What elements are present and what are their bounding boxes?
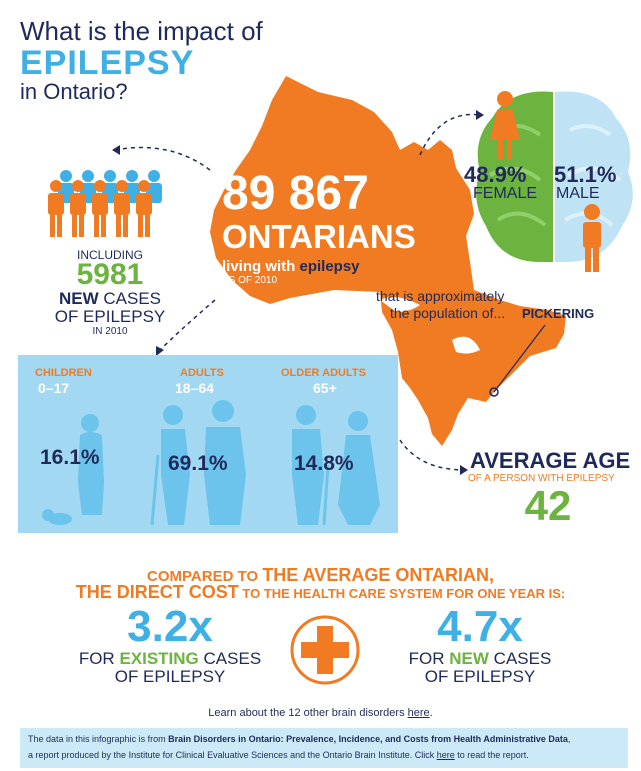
male-figure: [583, 204, 601, 272]
arrow-to-brain: [419, 113, 481, 156]
female-label: FEMALE: [473, 185, 538, 202]
cost-line2: THE DIRECT COST TO THE HEALTH CARE SYSTE…: [75, 582, 566, 602]
age-older-range: 65+: [313, 380, 337, 396]
pickering-marker: [489, 387, 499, 397]
average-age-title: AVERAGE AGE: [470, 448, 631, 473]
footer-here-link[interactable]: here: [436, 750, 455, 760]
male-pct: 51.1%: [554, 162, 617, 187]
brain-right-half: [555, 91, 633, 262]
arrow-to-crowd: [114, 146, 211, 171]
learn-line: Learn about the 12 other brain disorders…: [208, 707, 433, 719]
female-pct: 48.9%: [464, 162, 527, 187]
total-as-of: AS OF 2010: [222, 275, 278, 286]
age-children-label: CHILDREN: [35, 367, 92, 379]
age-adults-range: 18–64: [175, 380, 214, 396]
age-adults-label: ADULTS: [180, 367, 224, 379]
footer-line2: a report produced by the Institute for C…: [28, 750, 529, 760]
total-living: living with epilepsy: [222, 258, 360, 275]
footer-box: [20, 728, 628, 768]
new-cases-including: INCLUDING: [76, 248, 143, 262]
average-age-subtitle: OF A PERSON WITH EPILEPSY: [468, 473, 615, 484]
population-city: PICKERING: [522, 306, 595, 321]
arrow-to-age: [399, 439, 466, 471]
learn-here-link[interactable]: here: [407, 707, 430, 719]
new-cases-year: IN 2010: [92, 326, 128, 337]
cost-existing-value: 3.2x: [127, 602, 213, 651]
population-line2: the population of...: [390, 305, 506, 321]
average-age-value: 42: [524, 482, 572, 529]
total-unit: ONTARIANS: [222, 218, 416, 255]
age-groups-figures: [42, 400, 380, 526]
age-adults-pct: 69.1%: [168, 452, 228, 475]
title-epilepsy: EPILEPSY: [20, 44, 195, 82]
cost-line1: COMPARED TO THE AVERAGE ONTARIAN,: [147, 565, 494, 585]
arrow-to-ages: [157, 299, 216, 353]
new-cases-number: 5981: [76, 258, 144, 291]
population-line1: that is approximately: [376, 288, 505, 304]
cost-existing-line2: OF EPILEPSY: [114, 667, 226, 686]
ontario-map: [210, 76, 566, 446]
title-line1: What is the impact of: [20, 16, 263, 46]
cost-new-line1: FOR NEW CASES: [408, 649, 552, 668]
age-children-pct: 16.1%: [40, 446, 100, 469]
cost-new-line2: OF EPILEPSY: [424, 667, 536, 686]
crowd-icon: [48, 170, 162, 237]
male-label: MALE: [556, 185, 600, 202]
title-line3: in Ontario?: [20, 79, 128, 104]
new-cases-line2: NEW CASES: [58, 289, 162, 308]
footer-line1: The data in this infographic is from Bra…: [28, 734, 571, 744]
age-older-pct: 14.8%: [294, 452, 354, 475]
cost-existing-line1: FOR EXISTING CASES: [78, 649, 262, 668]
total-number: 89 867: [222, 167, 369, 220]
age-older-label: OLDER ADULTS: [281, 367, 366, 379]
female-figure: [490, 91, 520, 160]
age-children-range: 0–17: [38, 380, 70, 396]
cost-new-value: 4.7x: [437, 602, 523, 651]
medical-cross-icon: [290, 615, 360, 685]
new-cases-line3: OF EPILEPSY: [54, 307, 166, 326]
